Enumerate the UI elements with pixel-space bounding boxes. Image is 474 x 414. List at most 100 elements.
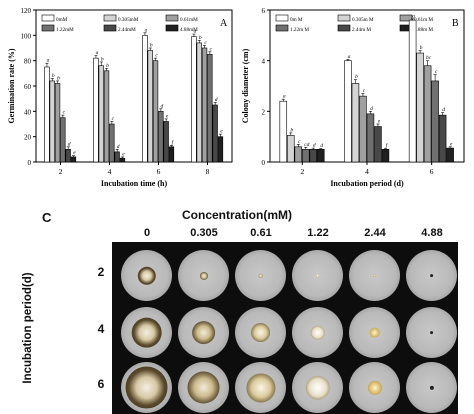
significance-letter: d	[68, 141, 71, 147]
petri-dish	[349, 250, 400, 301]
y-tick-label: 6	[262, 7, 266, 15]
significance-letter: d	[313, 143, 316, 149]
bar	[119, 157, 126, 163]
fungal-colony	[315, 273, 320, 278]
bar	[142, 35, 148, 163]
petri-dish	[121, 250, 172, 301]
bar	[374, 126, 382, 163]
legend-label: 0m M	[290, 17, 303, 23]
concentration-label: 4.88	[421, 227, 443, 239]
bar	[431, 80, 439, 163]
significance-letter: d	[320, 143, 323, 149]
x-tick-label: 4	[108, 167, 112, 176]
fungal-colony	[125, 366, 168, 409]
petri-dish-photo	[112, 242, 458, 414]
concentration-title: Concentration(mM)	[182, 208, 292, 222]
concentration-label: 0.305	[190, 227, 218, 239]
significance-letter: b	[101, 56, 104, 62]
bar	[70, 156, 77, 163]
period-label: 4	[97, 322, 105, 336]
bar	[423, 65, 432, 163]
x-tick-label: 6	[430, 167, 434, 176]
petri-dish	[121, 362, 172, 413]
significance-letter: a	[283, 94, 286, 100]
bar	[294, 146, 303, 163]
fungal-colony	[199, 271, 208, 280]
bar	[416, 52, 424, 163]
petri-dish	[292, 250, 343, 301]
chart-a-svg: 0 20 40 60 80 100 120 A 0mM 0.305mM 0.61mM 1.22mM 2.…	[7, 7, 233, 188]
significance-letter: c	[63, 110, 66, 116]
x-axis-label: Incubation time (h)	[101, 179, 168, 188]
legend-swatch	[337, 14, 351, 22]
petri-dish	[292, 362, 343, 413]
bar	[351, 83, 360, 163]
significance-letter: e	[122, 151, 125, 157]
legend-swatch	[165, 24, 179, 32]
significance-letter: e	[378, 119, 381, 125]
y-tick-label: 0	[28, 159, 32, 167]
y-tick-label: 4	[262, 58, 266, 66]
y-tick-label: 20	[24, 134, 32, 142]
fungal-colony	[245, 372, 276, 403]
bar	[152, 60, 159, 163]
petri-dish	[178, 362, 229, 413]
petri-dish	[235, 362, 286, 413]
legend-swatch	[337, 24, 351, 32]
legend-label: 0mM	[56, 17, 68, 23]
y-axis-label: Germination rate (%)	[7, 48, 16, 123]
legend-swatch	[103, 14, 117, 22]
significance-letter: f	[172, 139, 175, 146]
significance-letter: c	[155, 53, 158, 59]
significance-letter: f	[386, 142, 389, 149]
significance-letter: e	[73, 150, 76, 156]
fungal-colony	[429, 273, 434, 278]
concentration-label: 0.61	[250, 227, 272, 239]
fungal-colony	[187, 371, 220, 404]
bar	[359, 95, 367, 163]
period-label: 2	[97, 265, 105, 279]
legend-label: 0.61mM	[180, 17, 198, 23]
significance-letter: e	[450, 141, 453, 147]
incubation-period-label: Incubation period(d)	[22, 272, 34, 384]
bar	[109, 123, 115, 163]
bar	[366, 113, 375, 163]
bar	[408, 19, 417, 163]
significance-letter: bc	[426, 55, 432, 61]
significance-letter: e	[220, 129, 223, 135]
significance-letter: b	[52, 73, 55, 79]
y-tick-label: 120	[21, 7, 32, 15]
significance-letter: b	[150, 43, 153, 49]
petri-dish	[178, 307, 229, 358]
fungal-colony	[372, 273, 377, 278]
bar	[163, 121, 169, 163]
bar	[114, 151, 120, 163]
bar	[438, 114, 447, 163]
significance-letter: c	[298, 139, 301, 145]
significance-letter: b	[199, 35, 202, 41]
x-tick-label: 2	[59, 167, 63, 176]
fungal-colony	[137, 266, 156, 285]
fungal-colony	[305, 375, 330, 400]
significance-letter: b	[355, 74, 358, 80]
fungal-colony	[429, 385, 434, 390]
significance-letter: a	[47, 58, 50, 64]
significance-letter: c	[204, 40, 207, 46]
significance-letter: c	[112, 116, 115, 122]
bar	[317, 149, 325, 163]
bar	[212, 104, 218, 163]
fungal-colony	[369, 327, 380, 338]
petri-dish	[235, 250, 286, 301]
bar	[60, 117, 66, 163]
bar	[287, 135, 295, 163]
legend-label: 1.22m M	[290, 27, 309, 33]
significance-letter: a	[412, 13, 415, 19]
significance-letter: b	[290, 127, 293, 133]
bar	[191, 36, 197, 163]
concentration-label: 0	[143, 227, 151, 239]
bar	[65, 149, 71, 163]
legend-label: 2.44mM	[118, 27, 136, 33]
significance-letter: d	[117, 144, 120, 150]
legend-swatch	[41, 24, 55, 32]
legend-label: 4.88m M	[414, 27, 433, 33]
